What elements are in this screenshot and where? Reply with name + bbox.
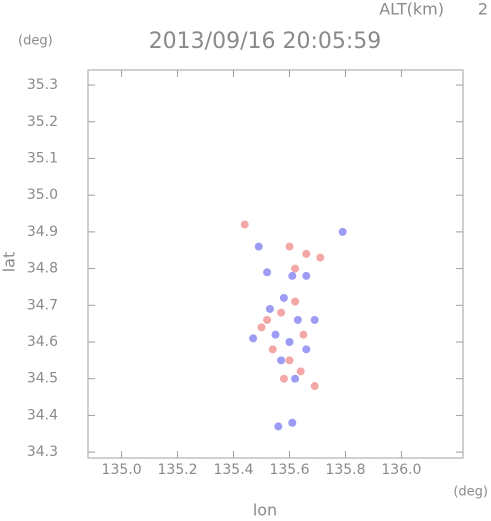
- y-axis-label: lat: [0, 252, 19, 273]
- y-unit: (deg): [18, 34, 53, 49]
- y-tick-label: 35.2: [27, 114, 58, 130]
- y-tick-label: 34.3: [27, 444, 58, 460]
- y-tick-label: 34.4: [27, 407, 58, 423]
- echo-point: [310, 315, 319, 324]
- echo-point: [271, 330, 280, 339]
- echo-point: [285, 356, 294, 365]
- altitude-label: ALT(km): [379, 0, 444, 19]
- echo-point: [263, 268, 272, 277]
- y-tick-label: 35.1: [27, 150, 58, 166]
- echo-point: [296, 367, 305, 376]
- echo-point: [288, 418, 297, 427]
- echo-point: [338, 227, 347, 236]
- echo-point: [263, 315, 272, 324]
- altitude-value: 2: [478, 0, 488, 19]
- echo-point: [274, 422, 283, 431]
- x-unit: (deg): [453, 485, 488, 500]
- echo-point: [310, 382, 319, 391]
- echo-point: [299, 330, 308, 339]
- x-tick-label: 135.8: [325, 462, 365, 478]
- y-tick-label: 34.7: [27, 297, 58, 313]
- echo-point: [240, 220, 249, 229]
- echo-point: [265, 304, 274, 313]
- echo-point: [302, 249, 311, 258]
- y-tick-label: 35.0: [27, 187, 58, 203]
- echo-point: [291, 374, 300, 383]
- echo-point: [302, 345, 311, 354]
- echo-point: [254, 242, 263, 251]
- chart-title: 2013/09/16 20:05:59: [149, 29, 382, 54]
- echo-point: [285, 242, 294, 251]
- x-axis-label: lon: [253, 501, 277, 520]
- x-tick-label: 135.4: [213, 462, 253, 478]
- x-tick-label: 135.6: [269, 462, 309, 478]
- y-tick-label: 35.3: [27, 77, 58, 93]
- x-tick-label: 136.0: [381, 462, 421, 478]
- echo-point: [277, 356, 286, 365]
- echo-point: [268, 345, 277, 354]
- x-tick-label: 135.2: [158, 462, 198, 478]
- echo-point: [291, 297, 300, 306]
- echo-point: [285, 338, 294, 347]
- echo-point: [293, 315, 302, 324]
- echo-point: [288, 271, 297, 280]
- y-tick-label: 34.5: [27, 371, 58, 387]
- plot-frame: [87, 69, 464, 459]
- echo-point: [291, 264, 300, 273]
- echo-point: [257, 323, 266, 332]
- echo-point: [277, 308, 286, 317]
- y-tick-label: 34.6: [27, 334, 58, 350]
- echo-point: [249, 334, 258, 343]
- y-tick-label: 34.8: [27, 261, 58, 277]
- echo-point: [279, 374, 288, 383]
- echo-point: [316, 253, 325, 262]
- echo-point: [279, 293, 288, 302]
- x-tick-label: 135.0: [102, 462, 142, 478]
- echo-point: [302, 271, 311, 280]
- y-tick-label: 34.9: [27, 224, 58, 240]
